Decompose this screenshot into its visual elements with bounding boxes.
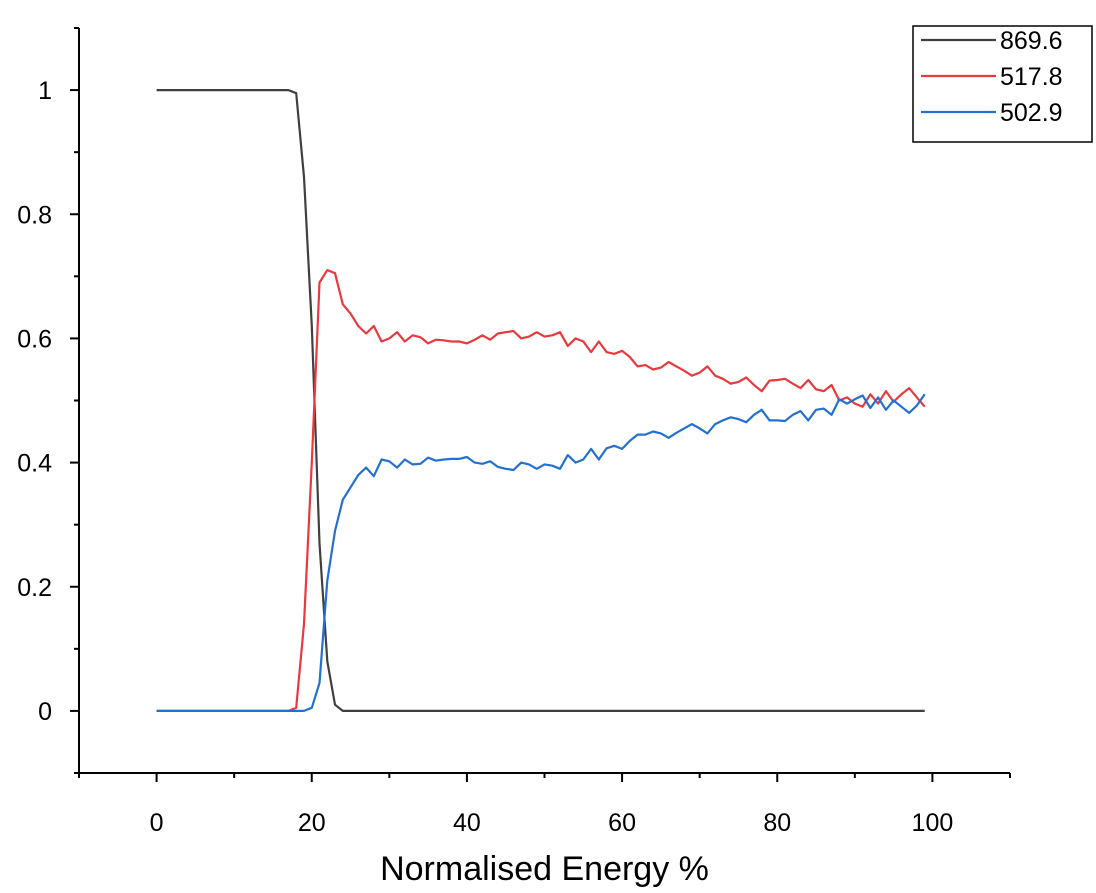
y-tick-label: 0.8 bbox=[17, 201, 52, 229]
x-tick-label: 100 bbox=[912, 809, 954, 837]
series-line-0 bbox=[156, 88, 925, 713]
legend: 869.6 517.8 502.9 bbox=[912, 25, 1093, 143]
plot-area bbox=[156, 88, 926, 713]
x-tick-label: 20 bbox=[298, 809, 326, 837]
y-tick-label: 0 bbox=[38, 698, 52, 726]
y-tick-label: 1 bbox=[38, 77, 52, 105]
y-tick-label: 0.6 bbox=[17, 325, 52, 353]
legend-label: 869.6 bbox=[1000, 27, 1063, 55]
x-tick-label: 60 bbox=[608, 809, 636, 837]
y-tick-label: 0.2 bbox=[17, 574, 52, 602]
legend-box bbox=[912, 25, 1093, 143]
legend-label: 502.9 bbox=[1000, 99, 1063, 127]
legend-label: 517.8 bbox=[1000, 63, 1063, 91]
series-line-2 bbox=[156, 393, 926, 713]
series-line-1 bbox=[156, 269, 926, 713]
x-tick-label: 80 bbox=[763, 809, 791, 837]
axes: 0 20 40 60 80 100 0 0.2 0.4 0.6 0.8 1 bbox=[17, 27, 1011, 837]
x-tick-label: 0 bbox=[150, 809, 164, 837]
y-tick-label: 0.4 bbox=[17, 450, 52, 478]
x-axis-title: Normalised Energy % bbox=[380, 850, 709, 888]
x-tick-label: 40 bbox=[453, 809, 481, 837]
